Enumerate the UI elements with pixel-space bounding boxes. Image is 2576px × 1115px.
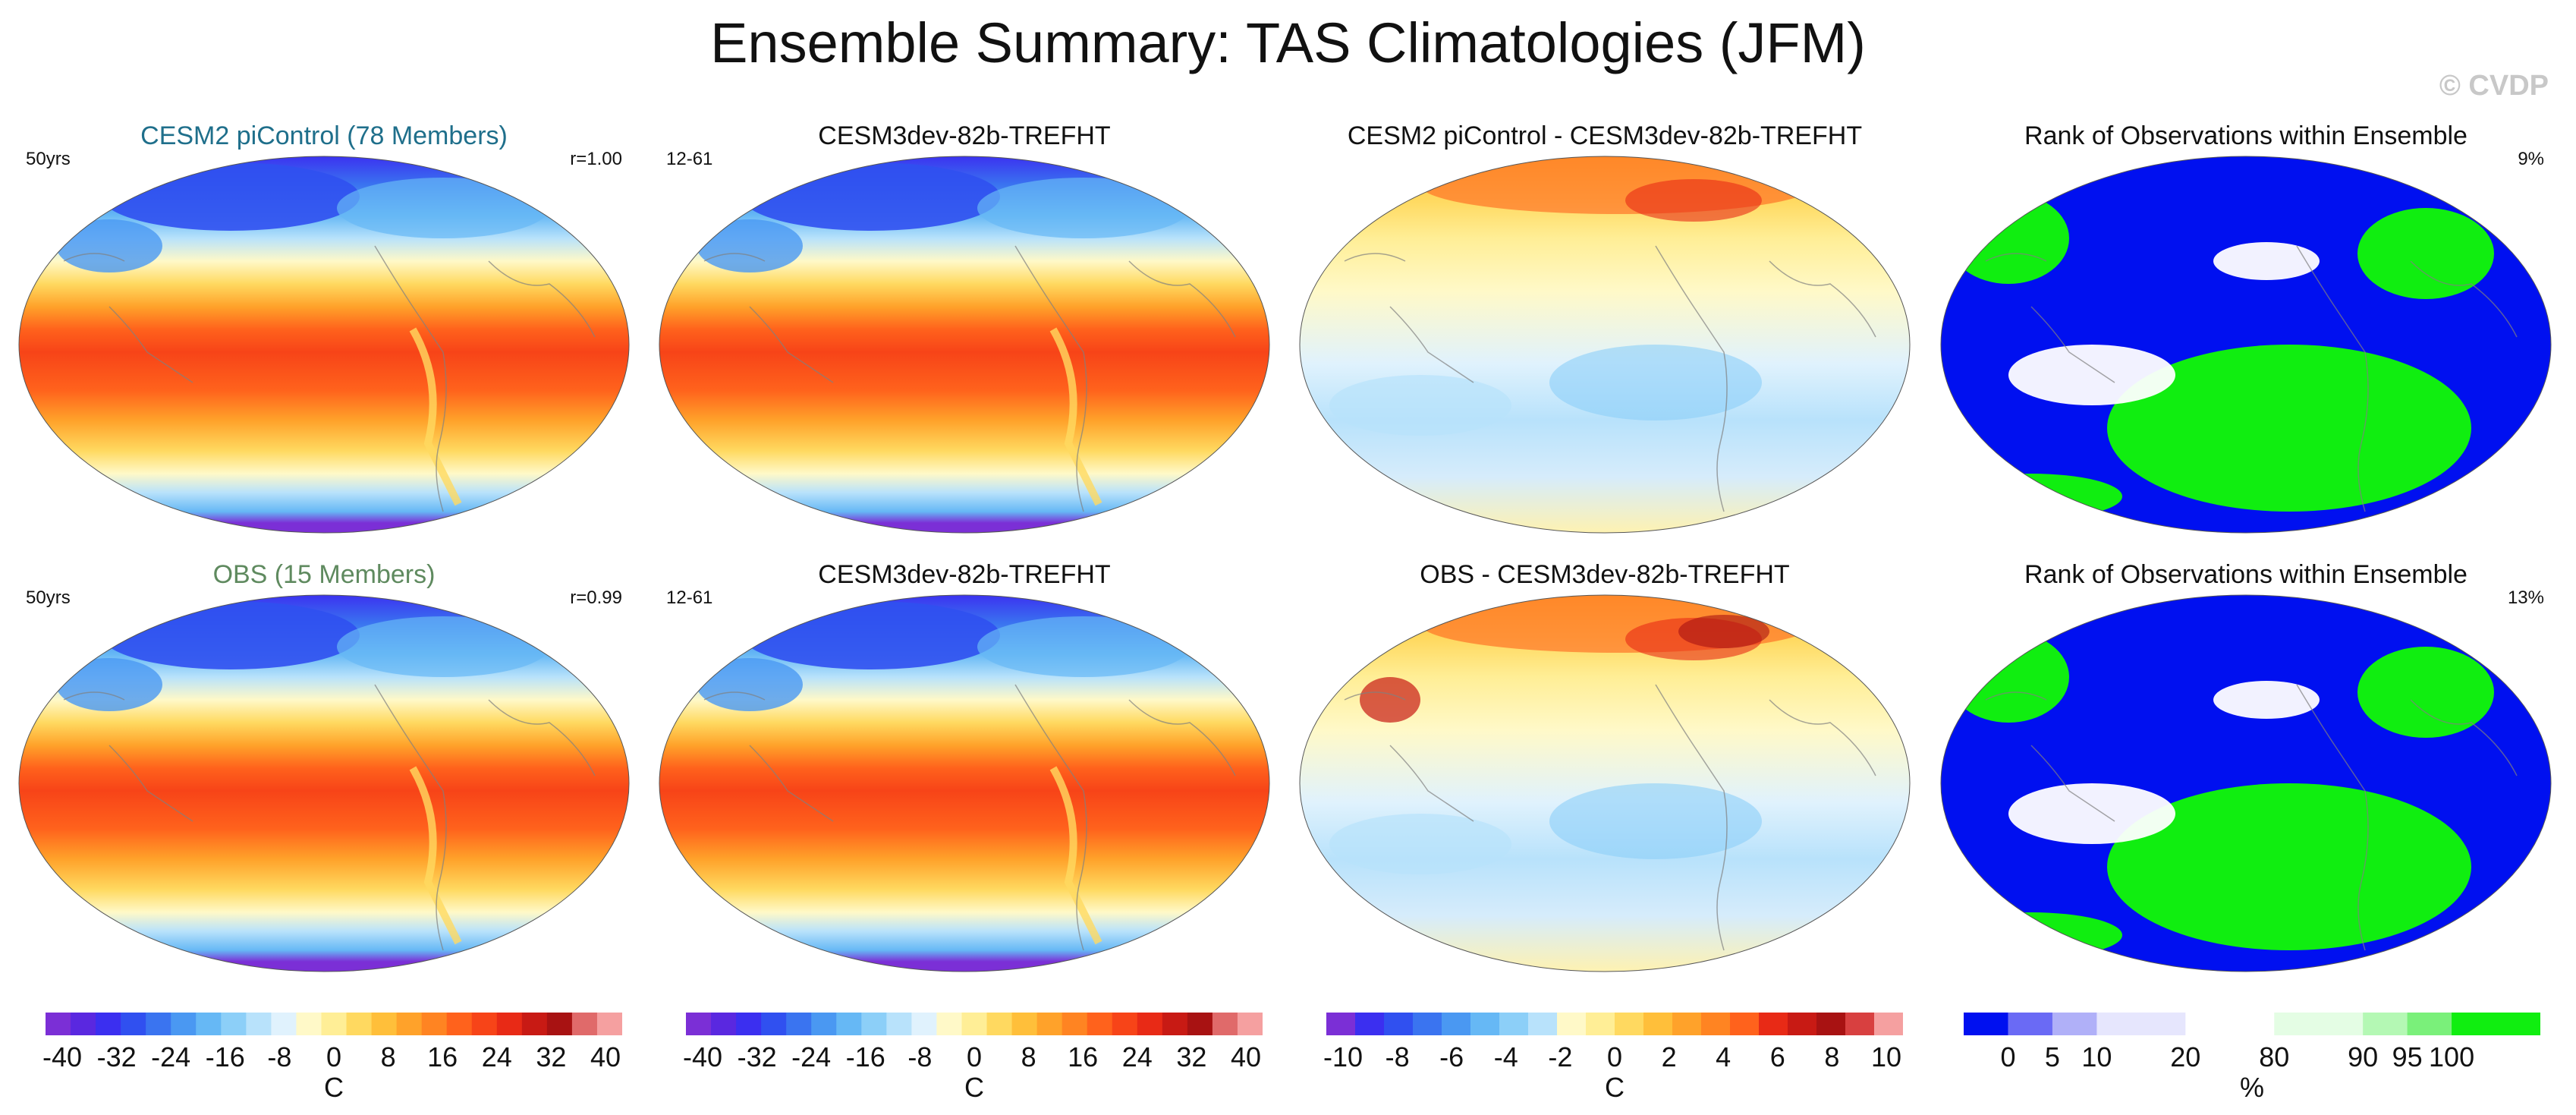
world-map <box>18 156 630 534</box>
colorbar-tick-label: 16 <box>427 1041 458 1072</box>
colorbar-tick-label: 20 <box>2170 1041 2201 1072</box>
panel-period-label: 50yrs <box>26 587 71 608</box>
colorbar-tick-label: 24 <box>1121 1041 1153 1072</box>
colorbar: 0 5 10 20 80 90 95 100% <box>1964 1013 2540 1111</box>
map-panel: CESM2 piControl (78 Members) 50yrs r=1.00 <box>9 121 639 546</box>
world-map <box>1299 156 1911 534</box>
colorbar-swatches <box>686 1013 1263 1035</box>
world-map <box>1299 594 1911 972</box>
colorbar-tick-label: -32 <box>96 1041 137 1072</box>
colorbar-tick-label: -16 <box>845 1041 885 1072</box>
colorbar: -10 -8 -6 -4 -2 0 2 4 6 8 10 C <box>1323 1013 1903 1111</box>
colorbar-tick-label: -6 <box>1439 1041 1464 1072</box>
panel-title: CESM2 piControl (78 Members) <box>140 121 508 150</box>
map-panel: OBS (15 Members) 50yrs r=0.99 <box>9 560 639 985</box>
colorbar-tick-label: 32 <box>536 1041 567 1072</box>
colorbar-tick-label: -10 <box>1323 1041 1363 1072</box>
panel-title: OBS (15 Members) <box>212 560 436 589</box>
colorbar-tick-label: -40 <box>42 1041 83 1072</box>
world-map <box>659 156 1270 534</box>
colorbar-unit-label: C <box>1605 1072 1625 1103</box>
colorbar-tick-label: -16 <box>205 1041 245 1072</box>
colorbar-tick-label: -24 <box>791 1041 832 1072</box>
colorbar-tick-label: 0 <box>326 1041 342 1072</box>
panel-period-label: 12-61 <box>666 587 713 608</box>
colorbar-tick-label: 95 <box>2392 1041 2423 1072</box>
world-map <box>659 594 1270 972</box>
colorbar-tick-label: 90 <box>2348 1041 2379 1072</box>
panel-title: CESM3dev-82b-TREFHT <box>818 560 1111 589</box>
panel-title: OBS - CESM3dev-82b-TREFHT <box>1420 560 1790 589</box>
colorbar-tick-label: 80 <box>2259 1041 2290 1072</box>
colorbar-tick-label: 2 <box>1661 1041 1677 1072</box>
world-map <box>18 594 630 972</box>
panel-title: Rank of Observations within Ensemble <box>2024 560 2467 589</box>
colorbar-tick-label: -32 <box>737 1041 777 1072</box>
colorbar-swatches <box>1326 1013 1903 1035</box>
panel-period-label: 12-61 <box>666 149 713 169</box>
colorbar-tick-label: 8 <box>380 1041 396 1072</box>
map-panel: Rank of Observations within Ensemble 9% <box>1931 121 2561 546</box>
colorbar-tick-label: 8 <box>1824 1041 1840 1072</box>
page-title: Ensemble Summary: TAS Climatologies (JFM… <box>710 11 1866 74</box>
panel-stat-label: 9% <box>2518 149 2544 169</box>
panel-title: CESM2 piControl - CESM3dev-82b-TREFHT <box>1347 121 1863 150</box>
colorbar-swatches <box>1964 1013 2540 1035</box>
colorbar: -40 -32 -24 -16 -8 0 8 16 24 32 40 C <box>682 1013 1263 1111</box>
colorbar-tick-label: 0 <box>966 1041 983 1072</box>
panel-stat-label: r=1.00 <box>570 149 622 169</box>
panel-period-label: 50yrs <box>26 149 71 169</box>
colorbar-tick-label: 0 <box>2000 1041 2016 1072</box>
map-panel: CESM3dev-82b-TREFHT 12-61 <box>650 560 1279 985</box>
colorbar-tick-label: 40 <box>590 1041 621 1072</box>
watermark-logo: © CVDP <box>2439 70 2549 102</box>
colorbar-tick-label: -2 <box>1548 1041 1573 1072</box>
colorbar-tick-label: 8 <box>1021 1041 1036 1072</box>
map-panel: OBS - CESM3dev-82b-TREFHT <box>1290 560 1920 985</box>
colorbar-tick-label: -40 <box>682 1041 723 1072</box>
colorbar-unit-label: C <box>324 1072 344 1103</box>
colorbar-tick-label: 4 <box>1716 1041 1731 1072</box>
colorbar-tick-label: 10 <box>1870 1041 1902 1072</box>
colorbar-unit-label: C <box>964 1072 984 1103</box>
colorbar-tick-label: -4 <box>1493 1041 1518 1072</box>
colorbar-tick-label: 100 <box>2429 1041 2475 1072</box>
map-panel: CESM3dev-82b-TREFHT 12-61 <box>650 121 1279 546</box>
world-map <box>1940 156 2552 534</box>
colorbar-tick-label: 5 <box>2044 1041 2060 1072</box>
panel-title: Rank of Observations within Ensemble <box>2024 121 2467 150</box>
map-panel: Rank of Observations within Ensemble 13% <box>1931 560 2561 985</box>
panel-title: CESM3dev-82b-TREFHT <box>818 121 1111 150</box>
colorbar-tick-label: 16 <box>1068 1041 1099 1072</box>
panel-stat-label: r=0.99 <box>570 587 622 608</box>
panel-stat-label: 13% <box>2507 587 2544 608</box>
colorbar-tick-label: 0 <box>1606 1041 1623 1072</box>
colorbar-swatches <box>46 1013 622 1035</box>
world-map <box>1940 594 2552 972</box>
colorbar-tick-label: -8 <box>1385 1041 1410 1072</box>
colorbar-tick-label: -8 <box>267 1041 292 1072</box>
colorbar-tick-label: 40 <box>1230 1041 1262 1072</box>
colorbar-tick-label: 6 <box>1769 1041 1785 1072</box>
colorbar-tick-label: 24 <box>481 1041 512 1072</box>
colorbar-tick-label: 32 <box>1176 1041 1207 1072</box>
map-panel: CESM2 piControl - CESM3dev-82b-TREFHT <box>1290 121 1920 546</box>
colorbar-tick-label: -8 <box>907 1041 933 1072</box>
colorbar-tick-label: -24 <box>151 1041 191 1072</box>
colorbar: -40 -32 -24 -16 -8 0 8 16 24 32 40 C <box>42 1013 622 1111</box>
colorbar-tick-label: 10 <box>2081 1041 2112 1072</box>
colorbar-unit-label: % <box>2239 1072 2264 1103</box>
